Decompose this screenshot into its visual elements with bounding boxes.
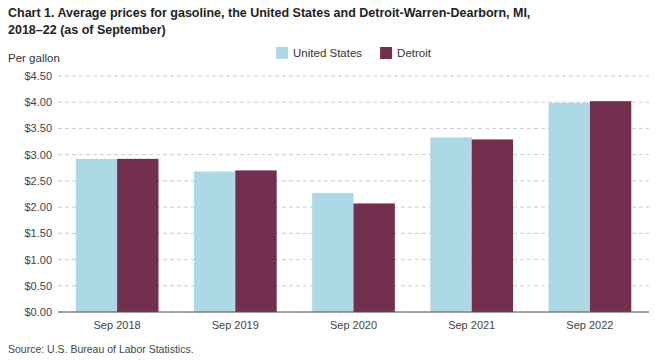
bar [76, 159, 117, 312]
x-axis-line [58, 312, 649, 313]
grid-line [58, 102, 649, 103]
bar [235, 170, 276, 312]
bar [354, 203, 395, 312]
title: Chart 1. Average prices for gasoline, th… [8, 6, 530, 20]
bar [117, 159, 158, 312]
x-tick-label: Sep 2020 [330, 319, 377, 331]
grid [58, 76, 649, 312]
grid-line [58, 76, 649, 77]
y-axis-label: Per gallon [8, 52, 60, 64]
y-tick-label: $2.50 [24, 175, 52, 187]
y-tick-label: $4.00 [24, 96, 52, 108]
legend-swatch [276, 47, 288, 59]
x-tick-label: Sep 2019 [212, 319, 259, 331]
bar [472, 139, 513, 312]
y-tick-label: $1.00 [24, 254, 52, 266]
x-tick-label: Sep 2018 [94, 319, 141, 331]
legend: United States Detroit [276, 47, 432, 59]
y-tick-label: $3.00 [24, 149, 52, 161]
bar [194, 171, 235, 312]
y-tick-label: $2.00 [24, 201, 52, 213]
y-tick-label: $3.50 [24, 122, 52, 134]
legend-label: Detroit [397, 47, 432, 59]
y-tick-label: $0.00 [24, 306, 52, 318]
chart: Chart 1. Average prices for gasoline, th… [0, 0, 661, 361]
legend-swatch [380, 47, 392, 59]
bar [549, 103, 590, 312]
bar [312, 193, 353, 312]
y-tick-label: $1.50 [24, 227, 52, 239]
bar [430, 137, 471, 312]
y-tick-label: $0.50 [24, 280, 52, 292]
legend-label: United States [293, 47, 362, 59]
source-note: Source: U.S. Bureau of Labor Statistics. [8, 343, 194, 355]
grid-line [58, 312, 649, 313]
y-tick-label: $4.50 [24, 70, 52, 82]
bar [590, 101, 631, 312]
subtitle: 2018–22 (as of September) [8, 23, 166, 37]
bars [76, 101, 632, 312]
x-tick-label: Sep 2022 [566, 319, 613, 331]
x-tick-label: Sep 2021 [448, 319, 495, 331]
